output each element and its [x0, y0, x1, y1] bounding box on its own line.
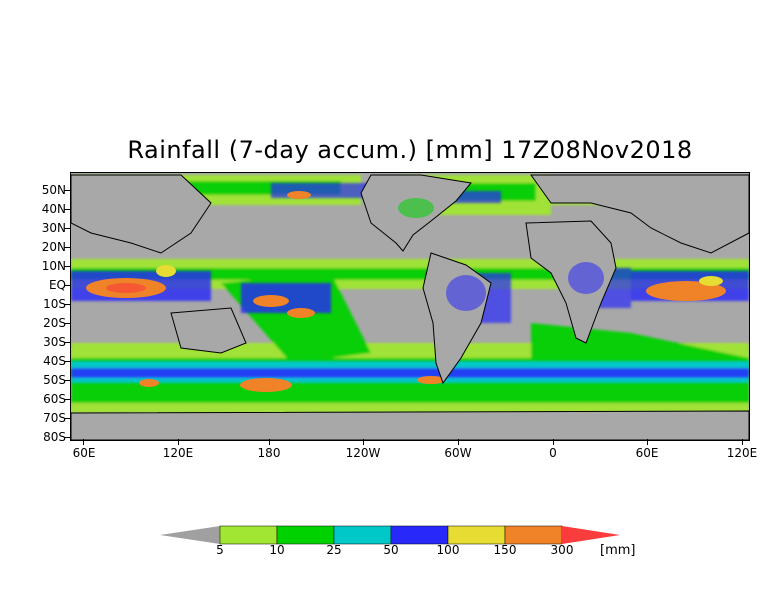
lat-label-eq: EQ: [48, 278, 66, 292]
lon-label-120e: 120E: [162, 446, 194, 460]
colorbar-bin-5-10: [219, 525, 278, 545]
colorbar-bin-50-100: [390, 525, 449, 545]
colorbar-bin-100-150: [447, 525, 506, 545]
colorbar-label-25: 25: [326, 543, 342, 557]
colorbar-under-triangle: [160, 526, 220, 544]
lat-label-30s: 30S: [43, 335, 66, 349]
colorbar-label-150: 150: [493, 543, 517, 557]
colorbar-bin-150-300: [504, 525, 563, 545]
lon-label-120e-2: 120E: [726, 446, 758, 460]
continent-outlines: [71, 174, 749, 440]
lat-label-20n: 20N: [41, 240, 66, 254]
lat-label-30n: 30N: [41, 221, 66, 235]
colorbar-label-100: 100: [436, 543, 460, 557]
colorbar-label-300: 300: [550, 543, 574, 557]
colorbar-bin-10-25: [276, 525, 335, 545]
lon-label-60e: 60E: [72, 446, 96, 460]
rain-extremes: [86, 179, 726, 392]
lon-label-0: 0: [549, 446, 557, 460]
lat-label-50s: 50S: [43, 373, 66, 387]
colorbar-label-50: 50: [383, 543, 399, 557]
colorbar-label-10: 10: [269, 543, 285, 557]
lon-label-180: 180: [257, 446, 281, 460]
lat-label-10s: 10S: [43, 297, 66, 311]
rainfall-field: [71, 173, 749, 440]
lon-label-60e-2: 60E: [635, 446, 659, 460]
colorbar: [160, 525, 620, 545]
lat-label-20s: 20S: [43, 316, 66, 330]
lat-label-10n: 10N: [41, 259, 66, 273]
rainfall-map: [70, 172, 750, 441]
lat-label-60s: 60S: [43, 392, 66, 406]
land-rain: [398, 198, 604, 311]
lon-label-120w: 120W: [345, 446, 381, 460]
colorbar-label-5: 5: [216, 543, 224, 557]
colorbar-unit: [mm]: [600, 543, 636, 558]
lat-label-80s: 80S: [43, 430, 66, 444]
colorbar-over-triangle: [562, 526, 620, 544]
lat-label-40n: 40N: [41, 202, 66, 216]
lat-label-70s: 70S: [43, 411, 66, 425]
lon-label-60w: 60W: [444, 446, 472, 460]
lat-label-40s: 40S: [43, 354, 66, 368]
lat-label-50n: 50N: [41, 183, 66, 197]
colorbar-bin-25-50: [333, 525, 392, 545]
map-title: Rainfall (7-day accum.) [mm] 17Z08Nov201…: [127, 136, 693, 164]
